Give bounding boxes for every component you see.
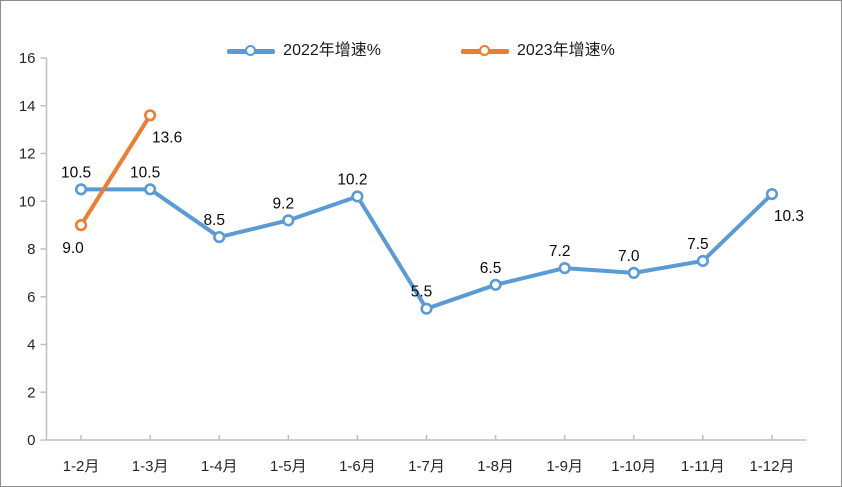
data-label-series-0: 7.5 bbox=[687, 236, 709, 253]
x-axis-label: 1-12月 bbox=[749, 458, 794, 475]
series-line-1 bbox=[79, 113, 153, 228]
x-axis-label: 1-9月 bbox=[546, 458, 583, 475]
y-axis-tick-label: 10 bbox=[19, 193, 36, 210]
y-axis-tick-label: 14 bbox=[19, 98, 36, 115]
data-label-series-0: 9.2 bbox=[273, 195, 295, 212]
data-point-marker-series-0 bbox=[420, 302, 433, 315]
y-axis-tick-label: 8 bbox=[27, 241, 35, 258]
y-axis-tick-label: 16 bbox=[19, 50, 36, 67]
x-axis-label: 1-8月 bbox=[477, 458, 514, 475]
legend-circle-2023 bbox=[479, 45, 490, 56]
data-label-series-0: 10.2 bbox=[337, 171, 367, 188]
legend-item-2023: 2023年增速% bbox=[461, 43, 615, 59]
y-axis-tick-label: 6 bbox=[27, 289, 35, 306]
data-label-series-0: 7.0 bbox=[618, 248, 640, 265]
x-axis-label: 1-3月 bbox=[132, 458, 169, 475]
x-axis-label: 1-7月 bbox=[408, 458, 445, 475]
data-label-series-0: 6.5 bbox=[480, 260, 502, 277]
data-label-series-0: 7.2 bbox=[549, 243, 571, 260]
data-label-series-1: 13.6 bbox=[152, 129, 182, 146]
data-label-series-0: 5.5 bbox=[411, 284, 433, 301]
y-axis-tick-label: 2 bbox=[27, 384, 35, 401]
data-label-series-0: 10.5 bbox=[61, 164, 91, 181]
legend-marker-2023-icon bbox=[461, 45, 509, 57]
data-label-series-0: 10.5 bbox=[130, 164, 160, 181]
y-axis-tick-label: 4 bbox=[27, 337, 35, 354]
chart-legend: 2022年增速% 2023年增速% bbox=[1, 43, 841, 59]
data-point-marker-series-0 bbox=[765, 187, 779, 201]
legend-marker-2022-icon bbox=[227, 45, 276, 57]
legend-label-2023: 2023年增速% bbox=[517, 42, 615, 59]
data-point-marker-series-0 bbox=[74, 183, 88, 196]
data-label-series-0: 8.5 bbox=[203, 212, 225, 229]
data-point-marker-series-0 bbox=[213, 230, 226, 244]
legend-circle-2022 bbox=[245, 45, 257, 56]
data-point-marker-series-0 bbox=[351, 190, 364, 203]
x-axis-label: 1-4月 bbox=[201, 458, 238, 475]
data-point-marker-series-0 bbox=[558, 262, 571, 275]
x-axis-label: 1-5月 bbox=[270, 458, 307, 475]
data-point-marker-series-1 bbox=[144, 109, 157, 122]
data-point-marker-series-0 bbox=[627, 266, 640, 279]
x-axis-label: 1-10月 bbox=[611, 458, 656, 475]
legend-label-2022: 2022年增速% bbox=[283, 42, 381, 59]
x-axis-label: 1-2月 bbox=[63, 458, 100, 475]
data-point-marker-series-1 bbox=[74, 219, 88, 232]
data-point-marker-series-0 bbox=[489, 278, 502, 291]
data-point-marker-series-0 bbox=[144, 183, 157, 196]
data-point-marker-series-0 bbox=[696, 254, 709, 268]
y-axis-tick-label: 12 bbox=[19, 146, 36, 163]
x-axis-label: 1-11月 bbox=[681, 458, 725, 475]
legend-item-2022: 2022年增速% bbox=[227, 43, 381, 59]
data-label-series-1: 9.0 bbox=[62, 240, 84, 257]
y-axis-tick-label: 0 bbox=[27, 432, 35, 449]
x-axis-label: 1-6月 bbox=[339, 458, 376, 475]
data-label-series-0: 10.3 bbox=[774, 208, 804, 225]
data-point-marker-series-0 bbox=[282, 214, 295, 227]
